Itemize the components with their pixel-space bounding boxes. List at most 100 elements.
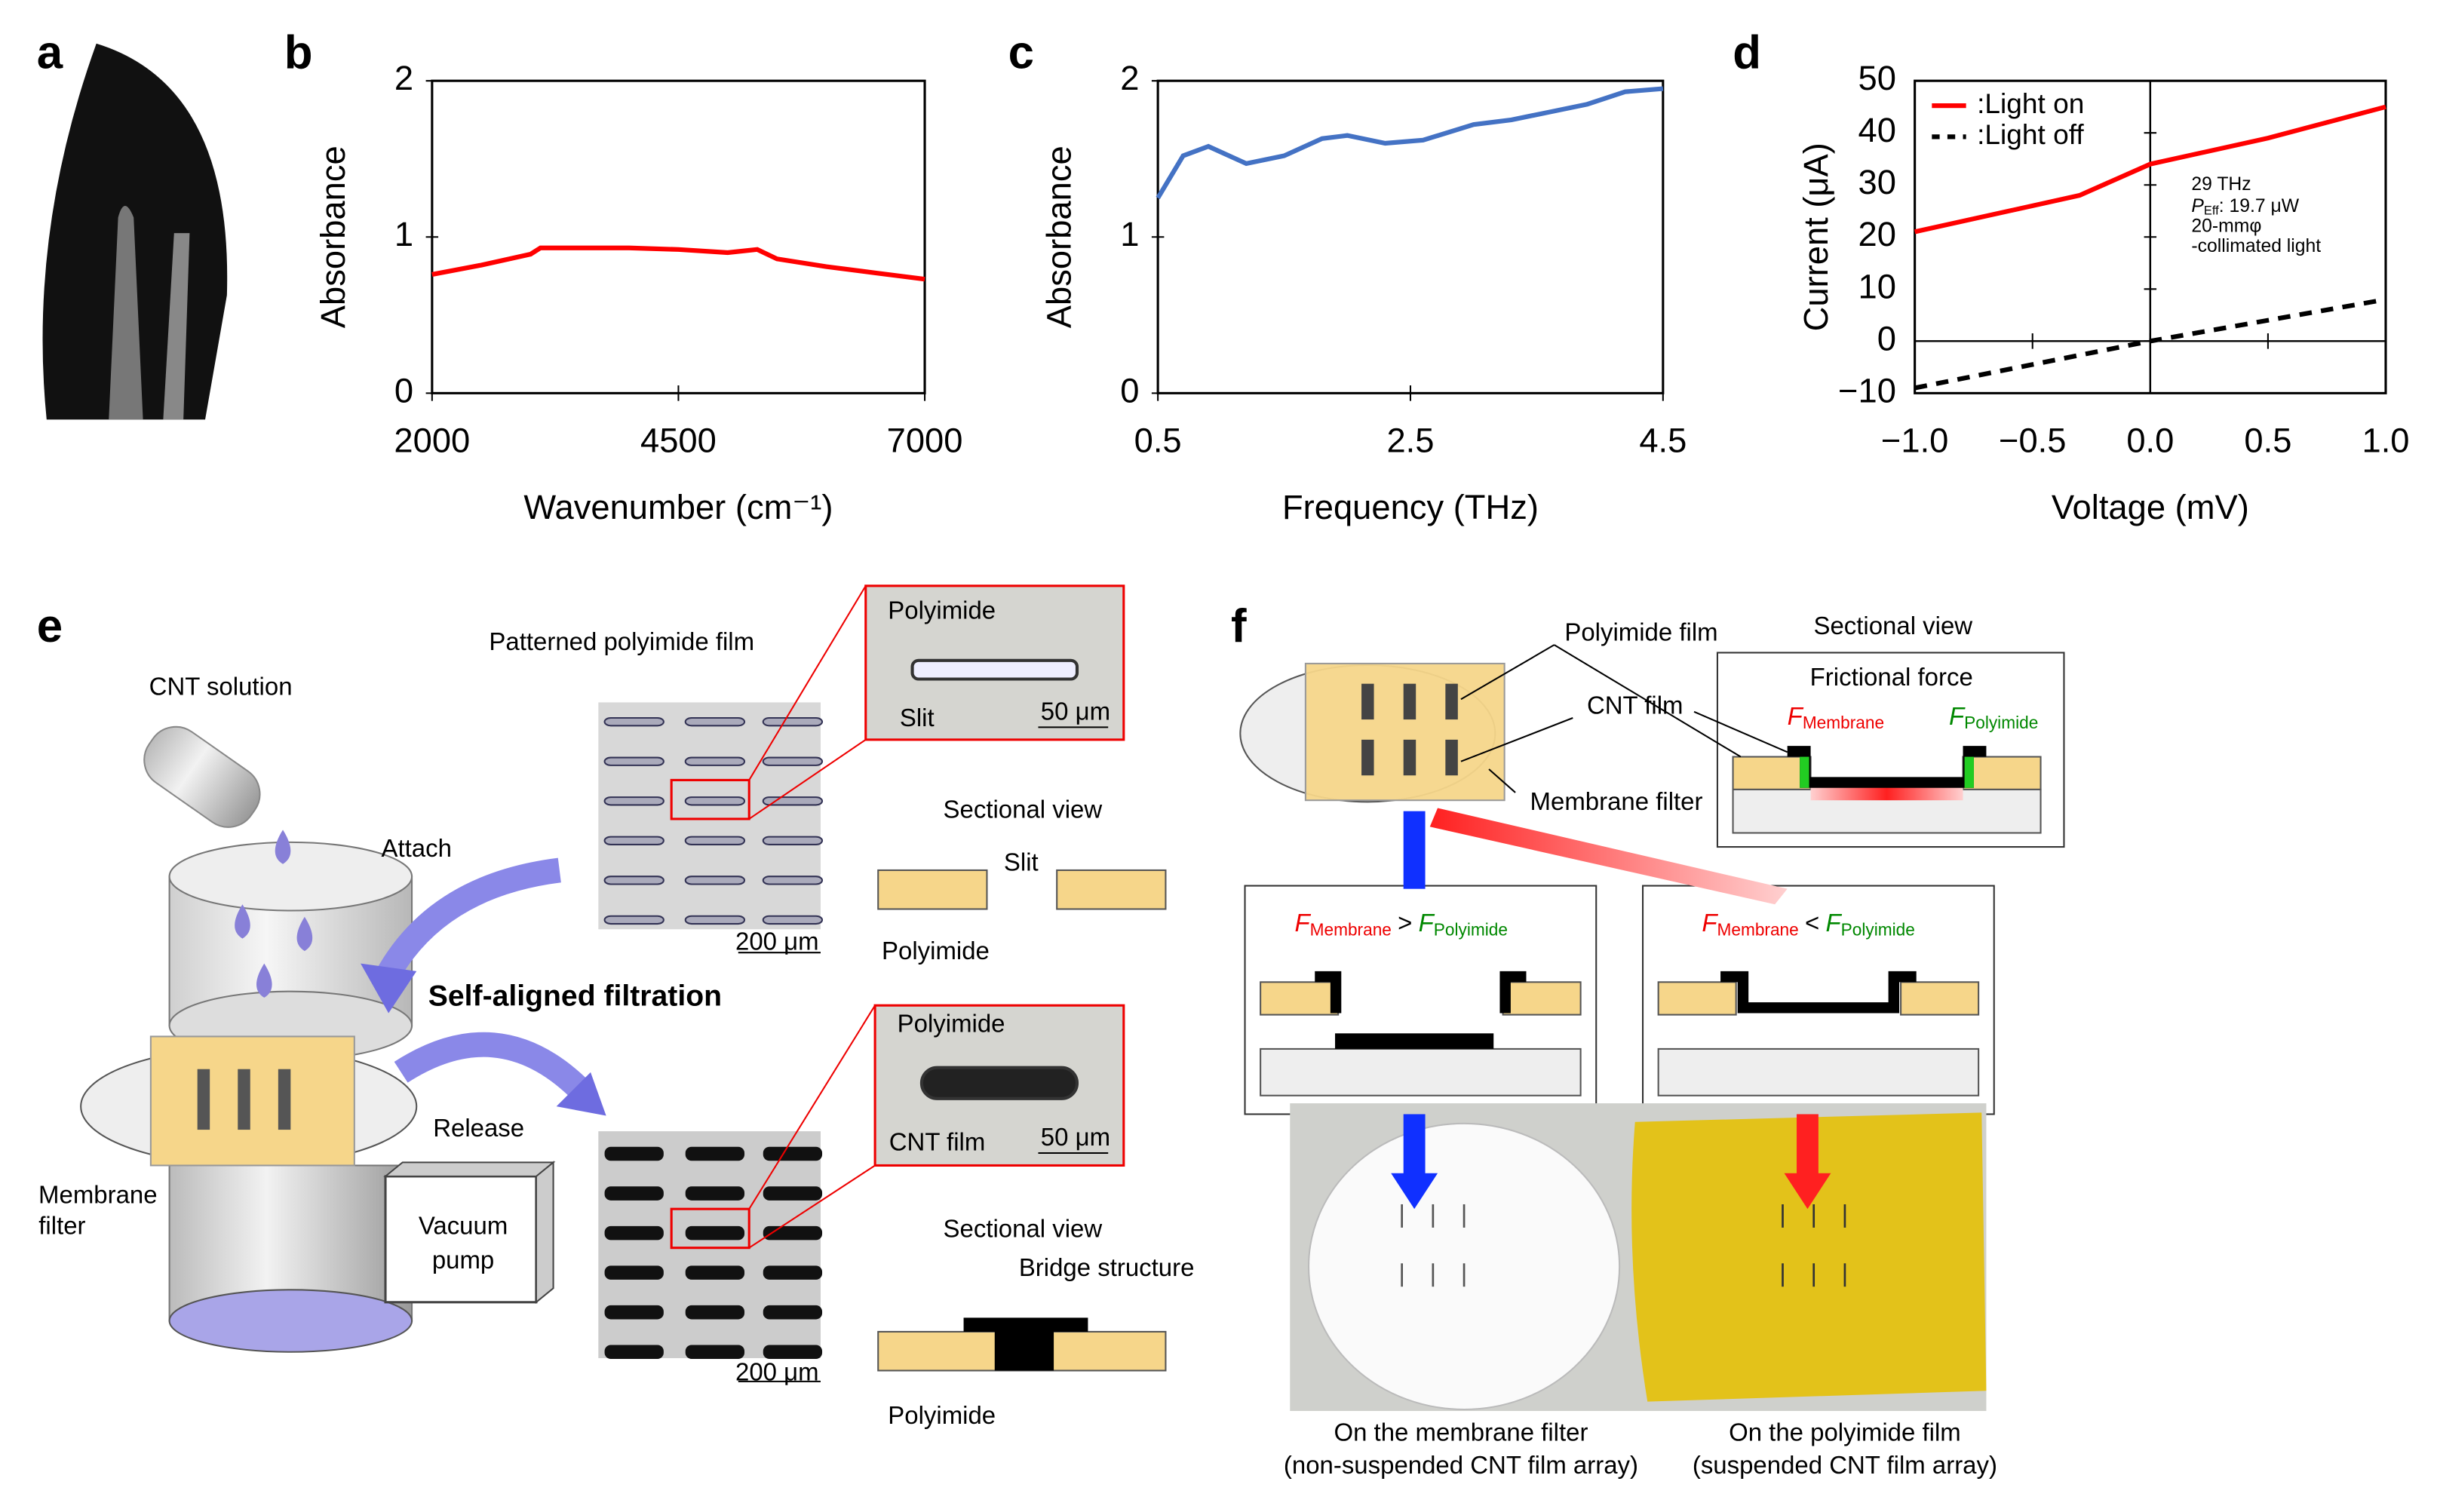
diagram-label: 50 μm bbox=[1041, 698, 1110, 725]
annotation: PEff: 19.7 μW bbox=[2191, 196, 2299, 218]
x-axis-label: Voltage (mV) bbox=[2052, 488, 2249, 526]
pattern-slit bbox=[604, 1146, 664, 1161]
annotation: -collimated light bbox=[2191, 236, 2321, 256]
x-axis-label: Frequency (THz) bbox=[1282, 488, 1539, 526]
pattern-slit bbox=[763, 1345, 823, 1360]
cnt-film bbox=[1335, 1033, 1494, 1049]
data-line bbox=[431, 245, 925, 282]
pattern-slit bbox=[763, 1146, 823, 1161]
force-label: FMembrane bbox=[1788, 702, 1884, 733]
slit bbox=[278, 1069, 291, 1130]
diagram-label: Vacuum bbox=[419, 1212, 508, 1240]
data-line bbox=[1156, 86, 1664, 200]
x-tick-label: −1.0 bbox=[1881, 421, 1948, 459]
pump bbox=[384, 1175, 538, 1304]
panel-label: e bbox=[37, 600, 63, 652]
inset-slit bbox=[919, 1066, 1079, 1100]
pattern-slit bbox=[685, 1265, 745, 1280]
diagram-label: (suspended CNT film array) bbox=[1693, 1451, 1997, 1479]
pattern-slit bbox=[684, 716, 746, 727]
arrow bbox=[394, 1032, 587, 1097]
zoom-box bbox=[670, 1207, 750, 1250]
cnt-piece bbox=[1315, 971, 1527, 1014]
pattern-slit bbox=[603, 915, 664, 925]
legend-label: :Light off bbox=[1977, 118, 2084, 150]
diagram-label: Self-aligned filtration bbox=[428, 980, 722, 1012]
y-tick-label: −10 bbox=[1838, 371, 1896, 409]
diagram-label: On the polyimide film bbox=[1729, 1418, 1961, 1446]
y-tick-label: 10 bbox=[1858, 267, 1895, 305]
pattern-slit bbox=[684, 915, 746, 925]
zoom-line bbox=[748, 739, 867, 820]
slit bbox=[1361, 739, 1374, 776]
diagram-label: Patterned polyimide film bbox=[489, 627, 754, 655]
solution bbox=[168, 1289, 413, 1353]
arrow bbox=[1429, 808, 1788, 905]
slit bbox=[1445, 739, 1458, 776]
force-symbol: F bbox=[1826, 909, 1843, 937]
x-tick-label: 4.5 bbox=[1639, 421, 1687, 459]
diagram-label: CNT bbox=[997, 1336, 1048, 1363]
diagram-label: 200 μm bbox=[735, 1357, 819, 1385]
force-symbol: F bbox=[1419, 909, 1435, 937]
leader bbox=[1460, 717, 1573, 762]
diagram-label: Membrane filter bbox=[1530, 787, 1703, 815]
polyimide bbox=[149, 1035, 355, 1167]
polyimide bbox=[1732, 756, 1812, 790]
annotation: : 19.7 μW bbox=[2219, 196, 2300, 216]
diagram-label: 200 μm bbox=[735, 928, 819, 955]
force-symbol: F bbox=[1294, 909, 1311, 937]
y-tick-label: 0 bbox=[1877, 319, 1896, 357]
plot-frame bbox=[1156, 79, 1665, 394]
pattern-slit bbox=[603, 796, 664, 806]
pattern-slit bbox=[684, 836, 746, 845]
pattern-slit bbox=[604, 1265, 664, 1280]
diagram-label: CNT film bbox=[889, 1127, 986, 1155]
pattern-slit bbox=[763, 1305, 823, 1320]
x-tick-label: 4500 bbox=[640, 421, 717, 459]
inset-slit bbox=[910, 658, 1079, 681]
arrow-head bbox=[1391, 1173, 1438, 1210]
polyimide bbox=[1502, 981, 1582, 1016]
force-subscript: Polyimide bbox=[1964, 713, 2038, 732]
drop bbox=[275, 830, 291, 864]
x-tick-label: 2.5 bbox=[1386, 421, 1434, 459]
force-subscript: Polyimide bbox=[1841, 919, 1915, 939]
force-symbol: F bbox=[1702, 909, 1718, 937]
diagram-label: CNT solution bbox=[149, 673, 293, 701]
diagram-label: Slit bbox=[900, 704, 935, 731]
drop bbox=[235, 904, 250, 939]
panel-label: f bbox=[1231, 600, 1247, 652]
diagram-label: Sectional view bbox=[944, 1215, 1103, 1243]
slit bbox=[197, 1069, 210, 1130]
force-subscript: Membrane bbox=[1717, 919, 1798, 939]
panel-label: d bbox=[1733, 27, 1761, 79]
pattern-slit bbox=[603, 756, 664, 766]
inequality: FMembrane < FPolyimide bbox=[1702, 909, 1915, 940]
pattern-slit bbox=[762, 836, 824, 845]
diagram-label: pump bbox=[432, 1246, 494, 1274]
arrow bbox=[1797, 1114, 1819, 1176]
arrow-head bbox=[1784, 1173, 1831, 1210]
diagram-label: Release bbox=[433, 1114, 524, 1142]
annotation: P bbox=[2191, 196, 2204, 216]
diagram-label: Slit bbox=[1004, 848, 1039, 876]
y-tick-label: 0 bbox=[1120, 371, 1139, 409]
diagram-label: Bridge structure bbox=[1019, 1253, 1195, 1281]
annotation: 20-mmφ bbox=[2191, 216, 2261, 236]
inequality: FMembrane > FPolyimide bbox=[1294, 909, 1508, 940]
y-axis-label: Absorbance bbox=[1039, 146, 1078, 328]
y-tick-label: 20 bbox=[1858, 215, 1895, 253]
pattern-slit bbox=[603, 836, 664, 845]
arrow bbox=[1403, 811, 1426, 889]
pattern-slit bbox=[685, 1146, 745, 1161]
pattern-slit bbox=[685, 1345, 745, 1360]
pattern-slit bbox=[685, 1305, 745, 1320]
slit bbox=[1445, 683, 1458, 720]
operator: > bbox=[1398, 909, 1412, 937]
diagram-label: Polyimide bbox=[888, 1401, 996, 1429]
annotation: Eff bbox=[2204, 204, 2219, 218]
x-tick-label: −0.5 bbox=[1999, 421, 2066, 459]
filter-layer bbox=[1657, 1047, 1980, 1096]
